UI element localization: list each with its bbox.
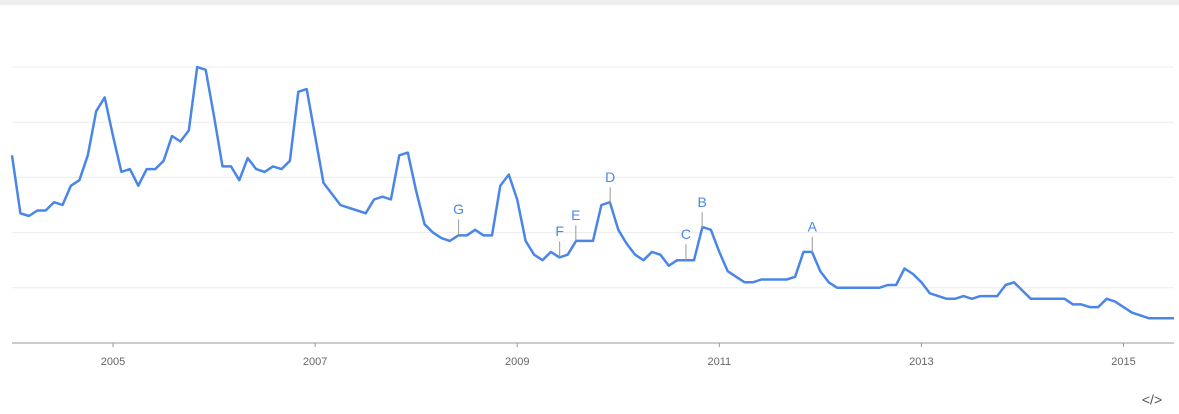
x-tick-label: 2015 xyxy=(1111,356,1135,368)
x-tick-label: 2009 xyxy=(505,356,529,368)
annotation-label: F xyxy=(555,223,564,239)
annotation-label: C xyxy=(681,226,691,242)
annotation-label: D xyxy=(605,169,615,185)
annotation-label: G xyxy=(453,201,464,217)
annotation-label: E xyxy=(571,207,580,223)
x-tick-label: 2011 xyxy=(707,356,731,368)
x-tick-label: 2013 xyxy=(909,356,933,368)
annotation-label: B xyxy=(697,194,706,210)
embed-icon[interactable]: </> xyxy=(1142,392,1162,408)
top-bar xyxy=(0,0,1179,5)
x-tick-label: 2007 xyxy=(303,356,327,368)
trend-line xyxy=(10,65,1174,320)
annotation-label: A xyxy=(808,218,818,234)
x-tick-label: 2005 xyxy=(101,356,125,368)
